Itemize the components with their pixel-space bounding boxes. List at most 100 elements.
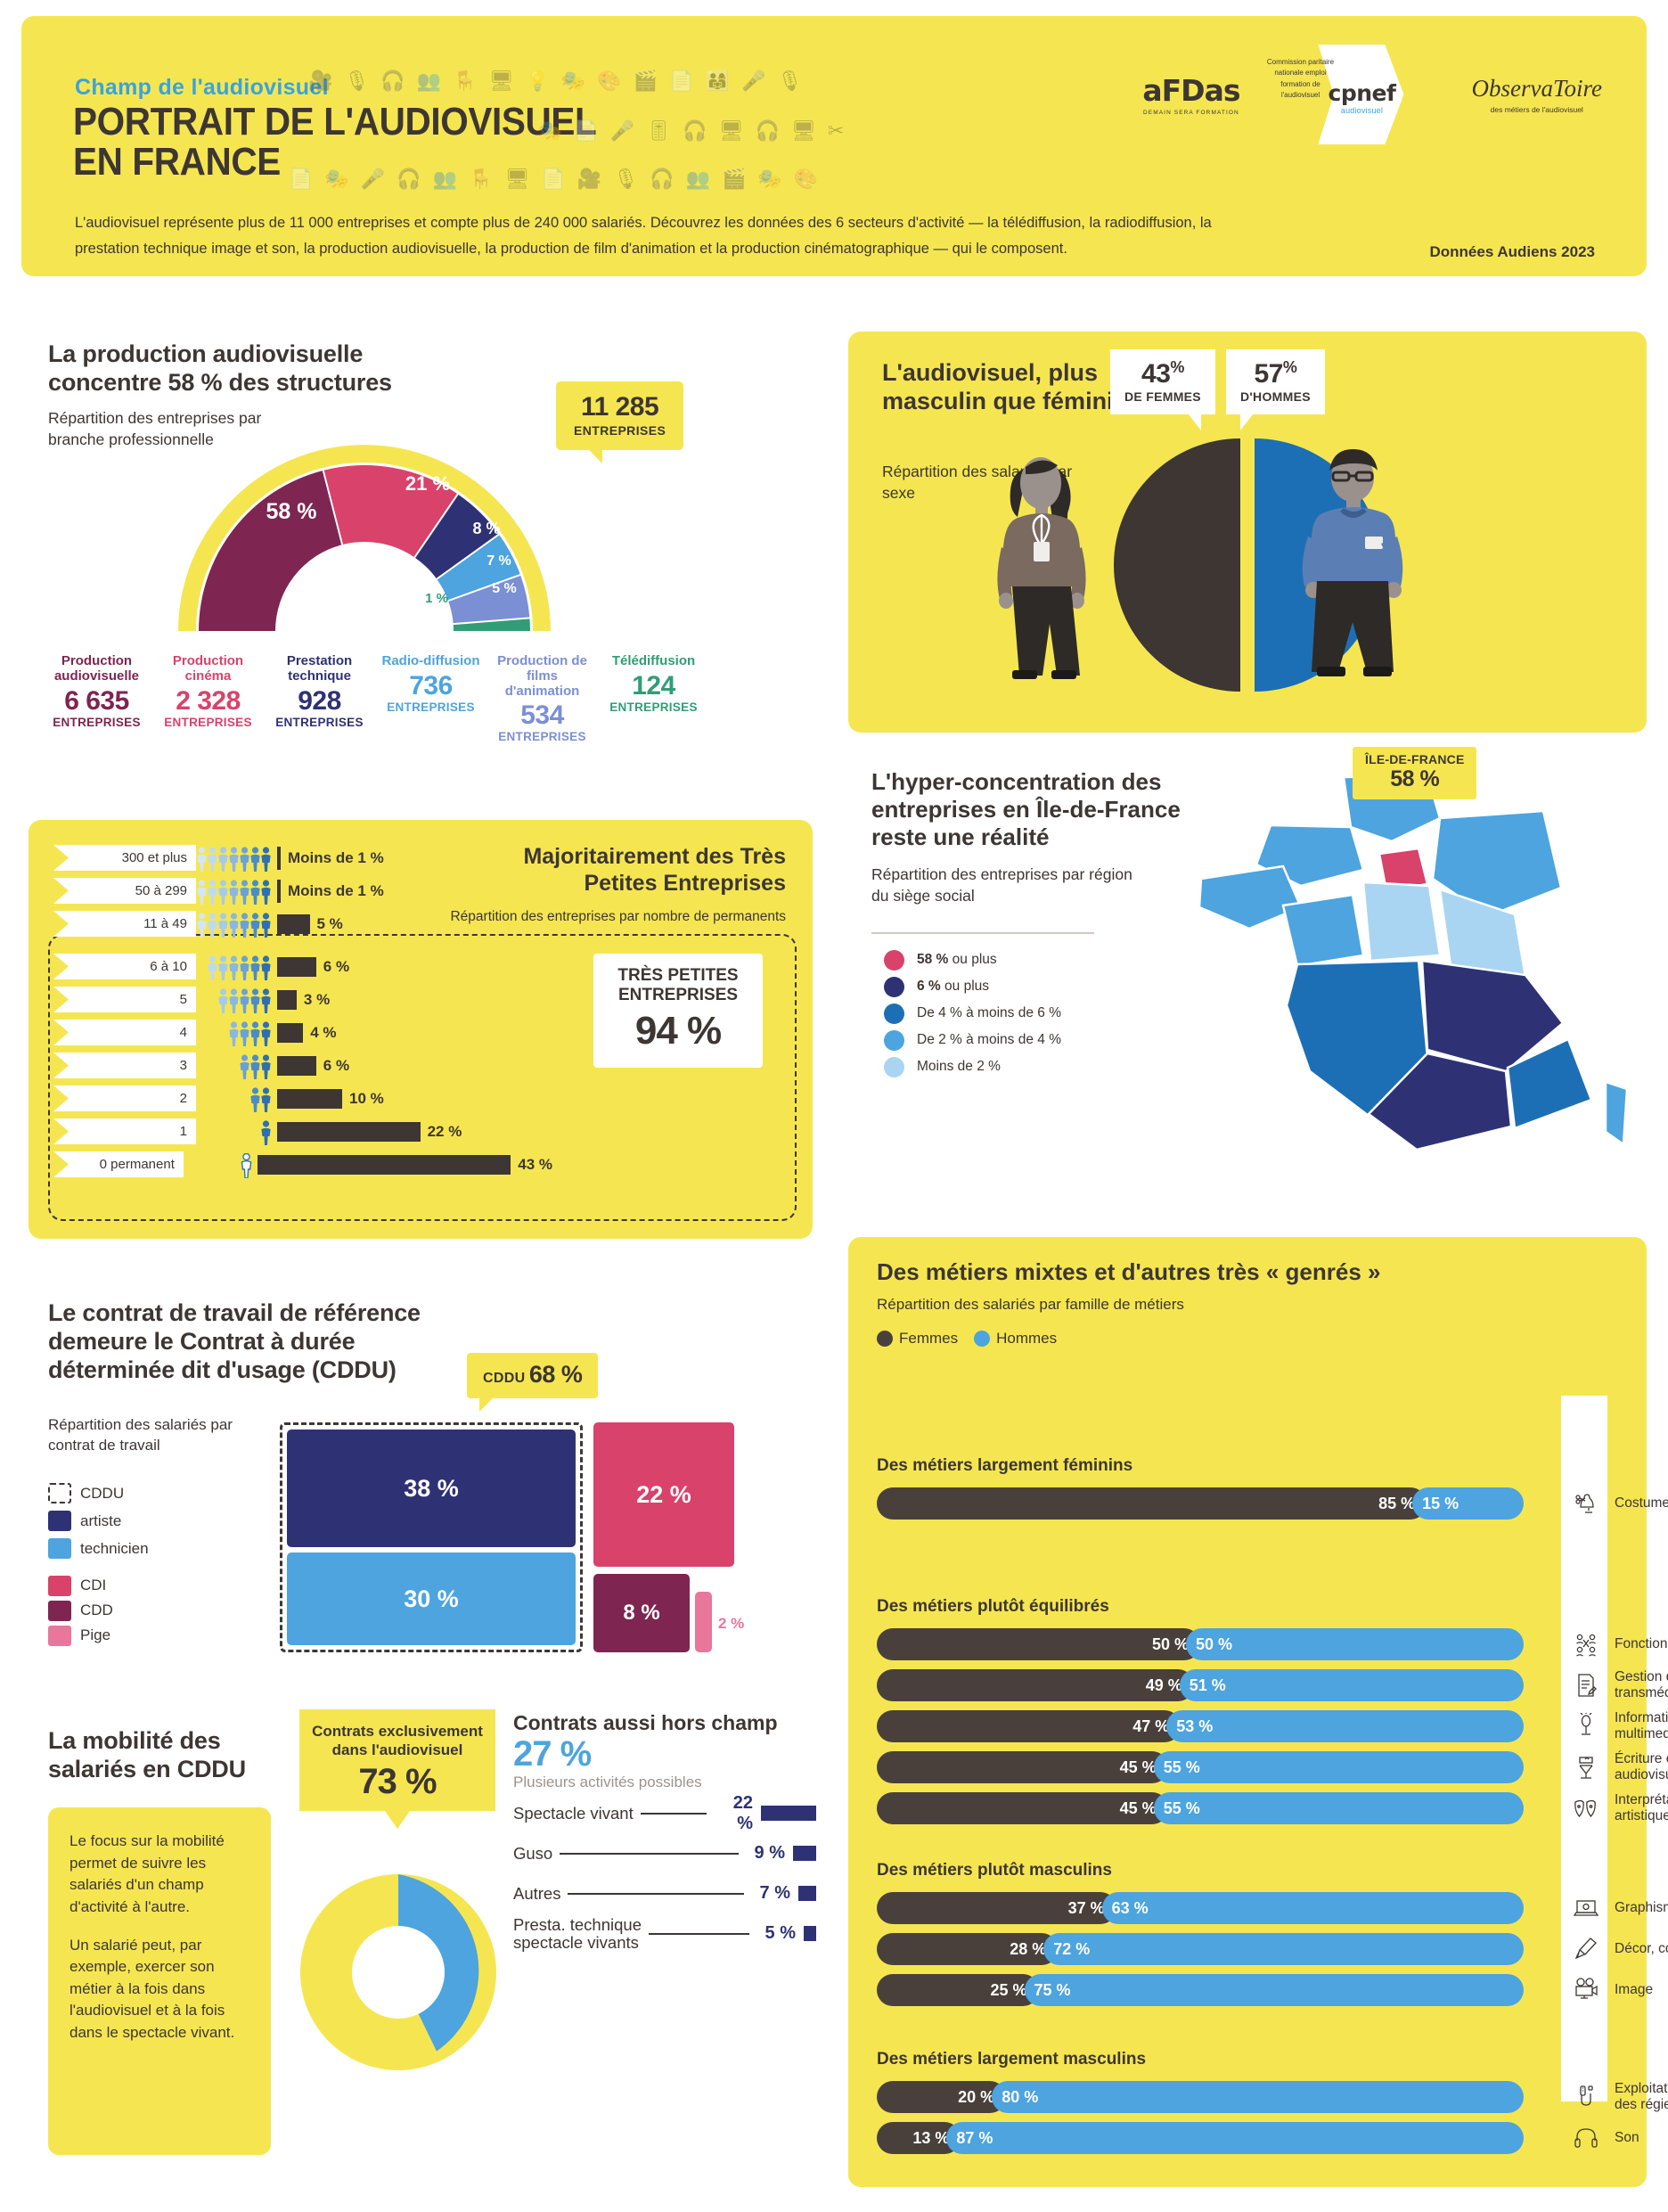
metiers-bar-hommes: 72 % [1043,1933,1524,1965]
metiers-bar-row: 50 %50 % Fonctions supports [877,1624,1668,1665]
tpe-bar [277,1022,304,1043]
gender-title: L'audiovisuel, plus masculin que féminin [882,359,1129,415]
legend-item: 6 % ou plus [884,973,1061,1000]
metiers-bar-hommes: 50 % [1186,1628,1524,1660]
mobilite-badge-label: Contrats exclusivement dans l'audiovisue… [312,1723,483,1759]
camera-icon: 🎥 [308,70,333,92]
microphone-icon [1566,1708,1606,1744]
people-pictogram-icon [196,987,272,1013]
legend-strong: De 2 % à moins de 4 % [917,1032,1061,1047]
list-item: Autres 7 % [513,1873,816,1913]
metiers-subtitle: Répartition des salariés par famille de … [877,1296,1184,1313]
legend-swatch-artiste [48,1511,71,1531]
decorative-icon-strip-1: 🎥 🎙 🎧 👥 🪑 🖥 💡 🎭 🎨 🎬 📄 👨‍👩‍👧 🎤 🎙 [308,71,802,91]
legend-item-value: 6 635 [64,685,129,716]
tpe-row-label: 1 [53,1118,196,1144]
headphones-icon: 🎧 [755,119,780,142]
france-map [1198,774,1629,1151]
list-item: Presta. technique spectacle vivants 5 % [513,1913,816,1954]
region-centre-val-de-loire [1361,881,1442,963]
director-chair-icon: 🪑 [453,70,478,92]
cddu-legend: CDDU artiste technicien CDI CDD Pige [48,1479,271,1648]
observatoire-logo-name: ObservaToire [1471,75,1602,102]
movie-camera-icon [1566,1972,1606,2008]
svg-text:5 %: 5 % [492,581,517,596]
tpe-highlight-box: TRÈS PETITES ENTREPRISES 94 % [593,954,763,1068]
legend-dot-58 [884,949,904,971]
metiers-bar-row: 49 %51 % Gestion de production audiovisue… [877,1665,1668,1706]
metiers-row-label: Décor, construction, plateau [1615,1940,1668,1956]
hors-champ-label: Contrats aussi hors champ [513,1711,778,1734]
paintbrush-icon [1566,1931,1606,1967]
page-title-line2: EN FRANCE [73,140,281,184]
tpe-box-label: TRÈS PETITES ENTREPRISES [617,966,739,1004]
legend-swatch-technicien [48,1538,71,1559]
list-item-label: Autres [513,1883,561,1903]
tpe-bar [277,956,316,977]
cddu-block-cdi: 22 % [593,1422,734,1567]
afdas-logo-name: aFDas [1142,73,1240,108]
list-item-value: 22 % [732,1792,753,1833]
legend-swatch-cddu [48,1483,71,1503]
metiers-bar-femmes: 25 % [877,1974,1039,2006]
metiers-row-label: Exploitation et maintenance des réseaux … [1615,2080,1668,2112]
mic-icon: 🎙 [777,70,803,92]
clapper-icon: 🎬 [721,168,747,190]
tpe-bar [277,879,281,903]
director-chair-icon [1566,1749,1606,1785]
legend-dot-hommes [974,1331,991,1347]
cpnef-logo: Commission paritaire nationale emploi fo… [1266,45,1444,144]
metiers-group: Des métiers largement masculins 20 % 80 % E… [877,2050,1668,2159]
document-icon: 📄 [289,168,314,190]
gender-femmes-label: DE FEMMES [1124,389,1201,404]
table-row: 300 et plus Moins de 1 % [53,841,552,874]
metiers-bar-row: 37 %63 % Graphisme, effets visuels [877,1888,1668,1929]
mobilite-hors-champ: Contrats aussi hors champ 27 % Plusieurs… [513,1711,816,1954]
decorative-icon-strip-3: 📄 🎭 🎤 🎧 👥 🪑 🖥 📄 🎥 🎙 🎧 👥 🎬 🎭 🎨 [289,169,818,189]
people-pictogram-icon [196,1118,272,1145]
mobilite-donut-chart [287,1861,510,2088]
avatar-woman [997,457,1086,679]
legend-rest: ou plus [940,979,990,994]
section-gender: L'audiovisuel, plus masculin que féminin… [848,332,1647,733]
legend-item: Télédiffusion 124 ENTREPRISES [598,653,709,743]
cpnef-wordmark-main: cpnef [1328,80,1396,106]
map-subtitle: Répartition des entreprises par région d… [871,865,1132,905]
cpnef-commission-text: Commission paritaire nationale emploi fo… [1266,58,1335,100]
headphones-icon: 🎧 [397,168,421,190]
masks-icon: 🎭 [560,70,586,92]
legend-swatch-pige [48,1625,71,1646]
map-legend: 58 % ou plus 6 % ou plus De 4 % à moins … [884,946,1061,1080]
legend-item-unit: ENTREPRISES [609,700,698,714]
table-row: 5 3 % [53,983,552,1016]
tpe-row-label: 50 à 299 [53,878,196,904]
headphones-icon: 🎧 [380,70,405,92]
tpe-bar [277,846,281,870]
masks-icon: 🎭 [757,168,782,190]
metiers-bar-hommes: 15 % [1412,1487,1524,1520]
region-occitanie [1367,1052,1513,1151]
group-icon: 👥 [685,168,710,190]
metiers-bar-row: 45 %55 % Écriture et conception de projet… [877,1747,1668,1788]
metiers-bar-row: 13 % 87 % Son [877,2118,1639,2159]
monitor-icon: 🖥 [718,119,744,142]
metiers-bar-hommes: 55 % [1153,1792,1524,1824]
cddu-block-pige [695,1592,712,1652]
legend-dot-2-4 [884,1029,904,1051]
legend-item-value: 2 328 [176,685,241,716]
list-item: Guso 9 % [513,1833,816,1873]
metiers-legend: Femmes Hommes [877,1330,1057,1348]
gender-callout-hommes: 57% D'HOMMES [1226,349,1325,430]
mobilite-badge: Contrats exclusivement dans l'audiovisue… [299,1709,495,1828]
tpe-row-label: 0 permanent [53,1151,184,1177]
legend-strong: De 4 % à moins de 6 % [917,1005,1061,1020]
gender-callout-femmes: 43% DE FEMMES [1110,349,1215,430]
legend-item: CDDU [48,1479,271,1507]
palette-icon: 🎨 [793,168,819,190]
section-tpe: Majoritairement des Très Petites Entrepr… [29,820,813,1239]
legend-label: artiste [80,1512,122,1529]
section-map: L'hyper-concentration des entreprises en… [848,747,1650,1257]
total-entreprises-number: 11 285 [581,392,659,422]
legend-item: Radio-diffusion 736 ENTREPRISES [375,653,487,743]
idf-badge: ÎLE-DE-FRANCE 58 % [1353,747,1477,799]
